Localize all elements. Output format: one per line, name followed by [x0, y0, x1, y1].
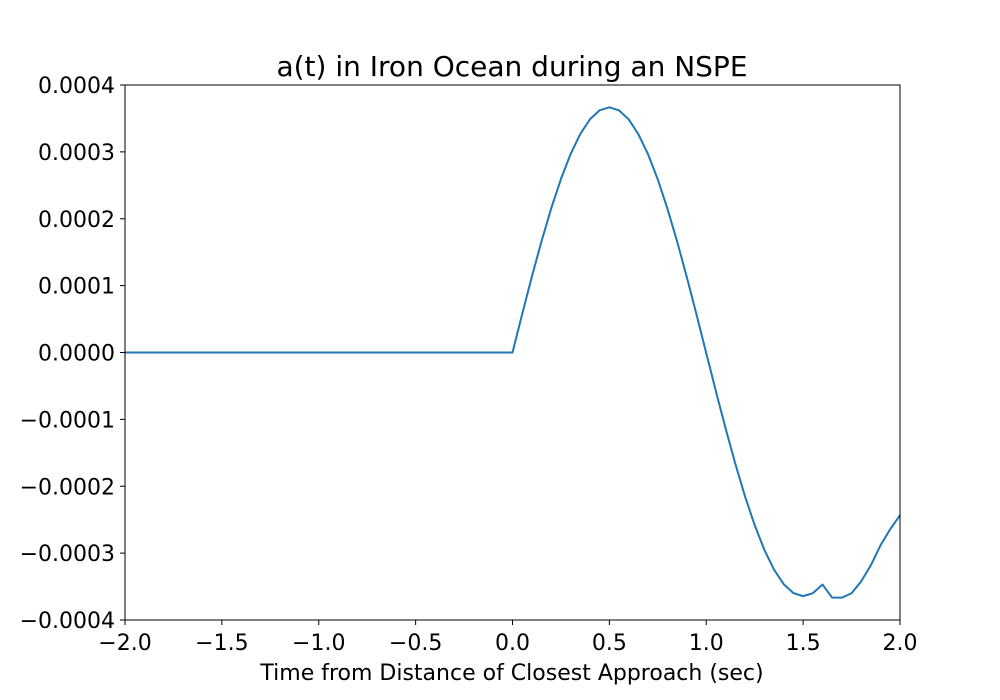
x-tick-label: −2.0 — [98, 631, 151, 656]
plot-series — [125, 106, 901, 599]
x-axis: −2.0 −1.5 −1.0 −0.5 0.0 0.5 1.0 1.5 2.0 — [98, 620, 918, 656]
y-tick-label: 0.0002 — [38, 208, 115, 233]
chart-title: a(t) in Iron Ocean during an NSPE — [276, 50, 747, 83]
y-tick-label: 0.0001 — [38, 275, 115, 300]
x-tick-label: −0.5 — [389, 631, 442, 656]
x-tick-label: 0.5 — [592, 631, 627, 656]
y-tick-label: −0.0004 — [20, 609, 115, 634]
x-tick-label: −1.5 — [195, 631, 248, 656]
x-tick-label: −1.0 — [292, 631, 345, 656]
y-tick-label: −0.0001 — [20, 408, 115, 433]
x-tick-label: 1.5 — [786, 631, 821, 656]
y-axis: −0.0004 −0.0003 −0.0002 −0.0001 0.0000 0.0001… — [20, 74, 125, 634]
x-tick-label: 0.0 — [495, 631, 530, 656]
y-tick-label: 0.0003 — [38, 141, 115, 166]
y-tick-label: −0.0002 — [20, 475, 115, 500]
series-line-0 — [125, 106, 901, 599]
x-tick-label: 2.0 — [883, 631, 918, 656]
y-tick-label: 0.0000 — [38, 342, 115, 367]
plot-frame — [124, 84, 901, 621]
y-tick-label: −0.0003 — [20, 542, 115, 567]
x-axis-title: Time from Distance of Closest Approach (… — [259, 661, 763, 686]
y-tick-label: 0.0004 — [38, 74, 115, 99]
x-tick-label: 1.0 — [689, 631, 724, 656]
